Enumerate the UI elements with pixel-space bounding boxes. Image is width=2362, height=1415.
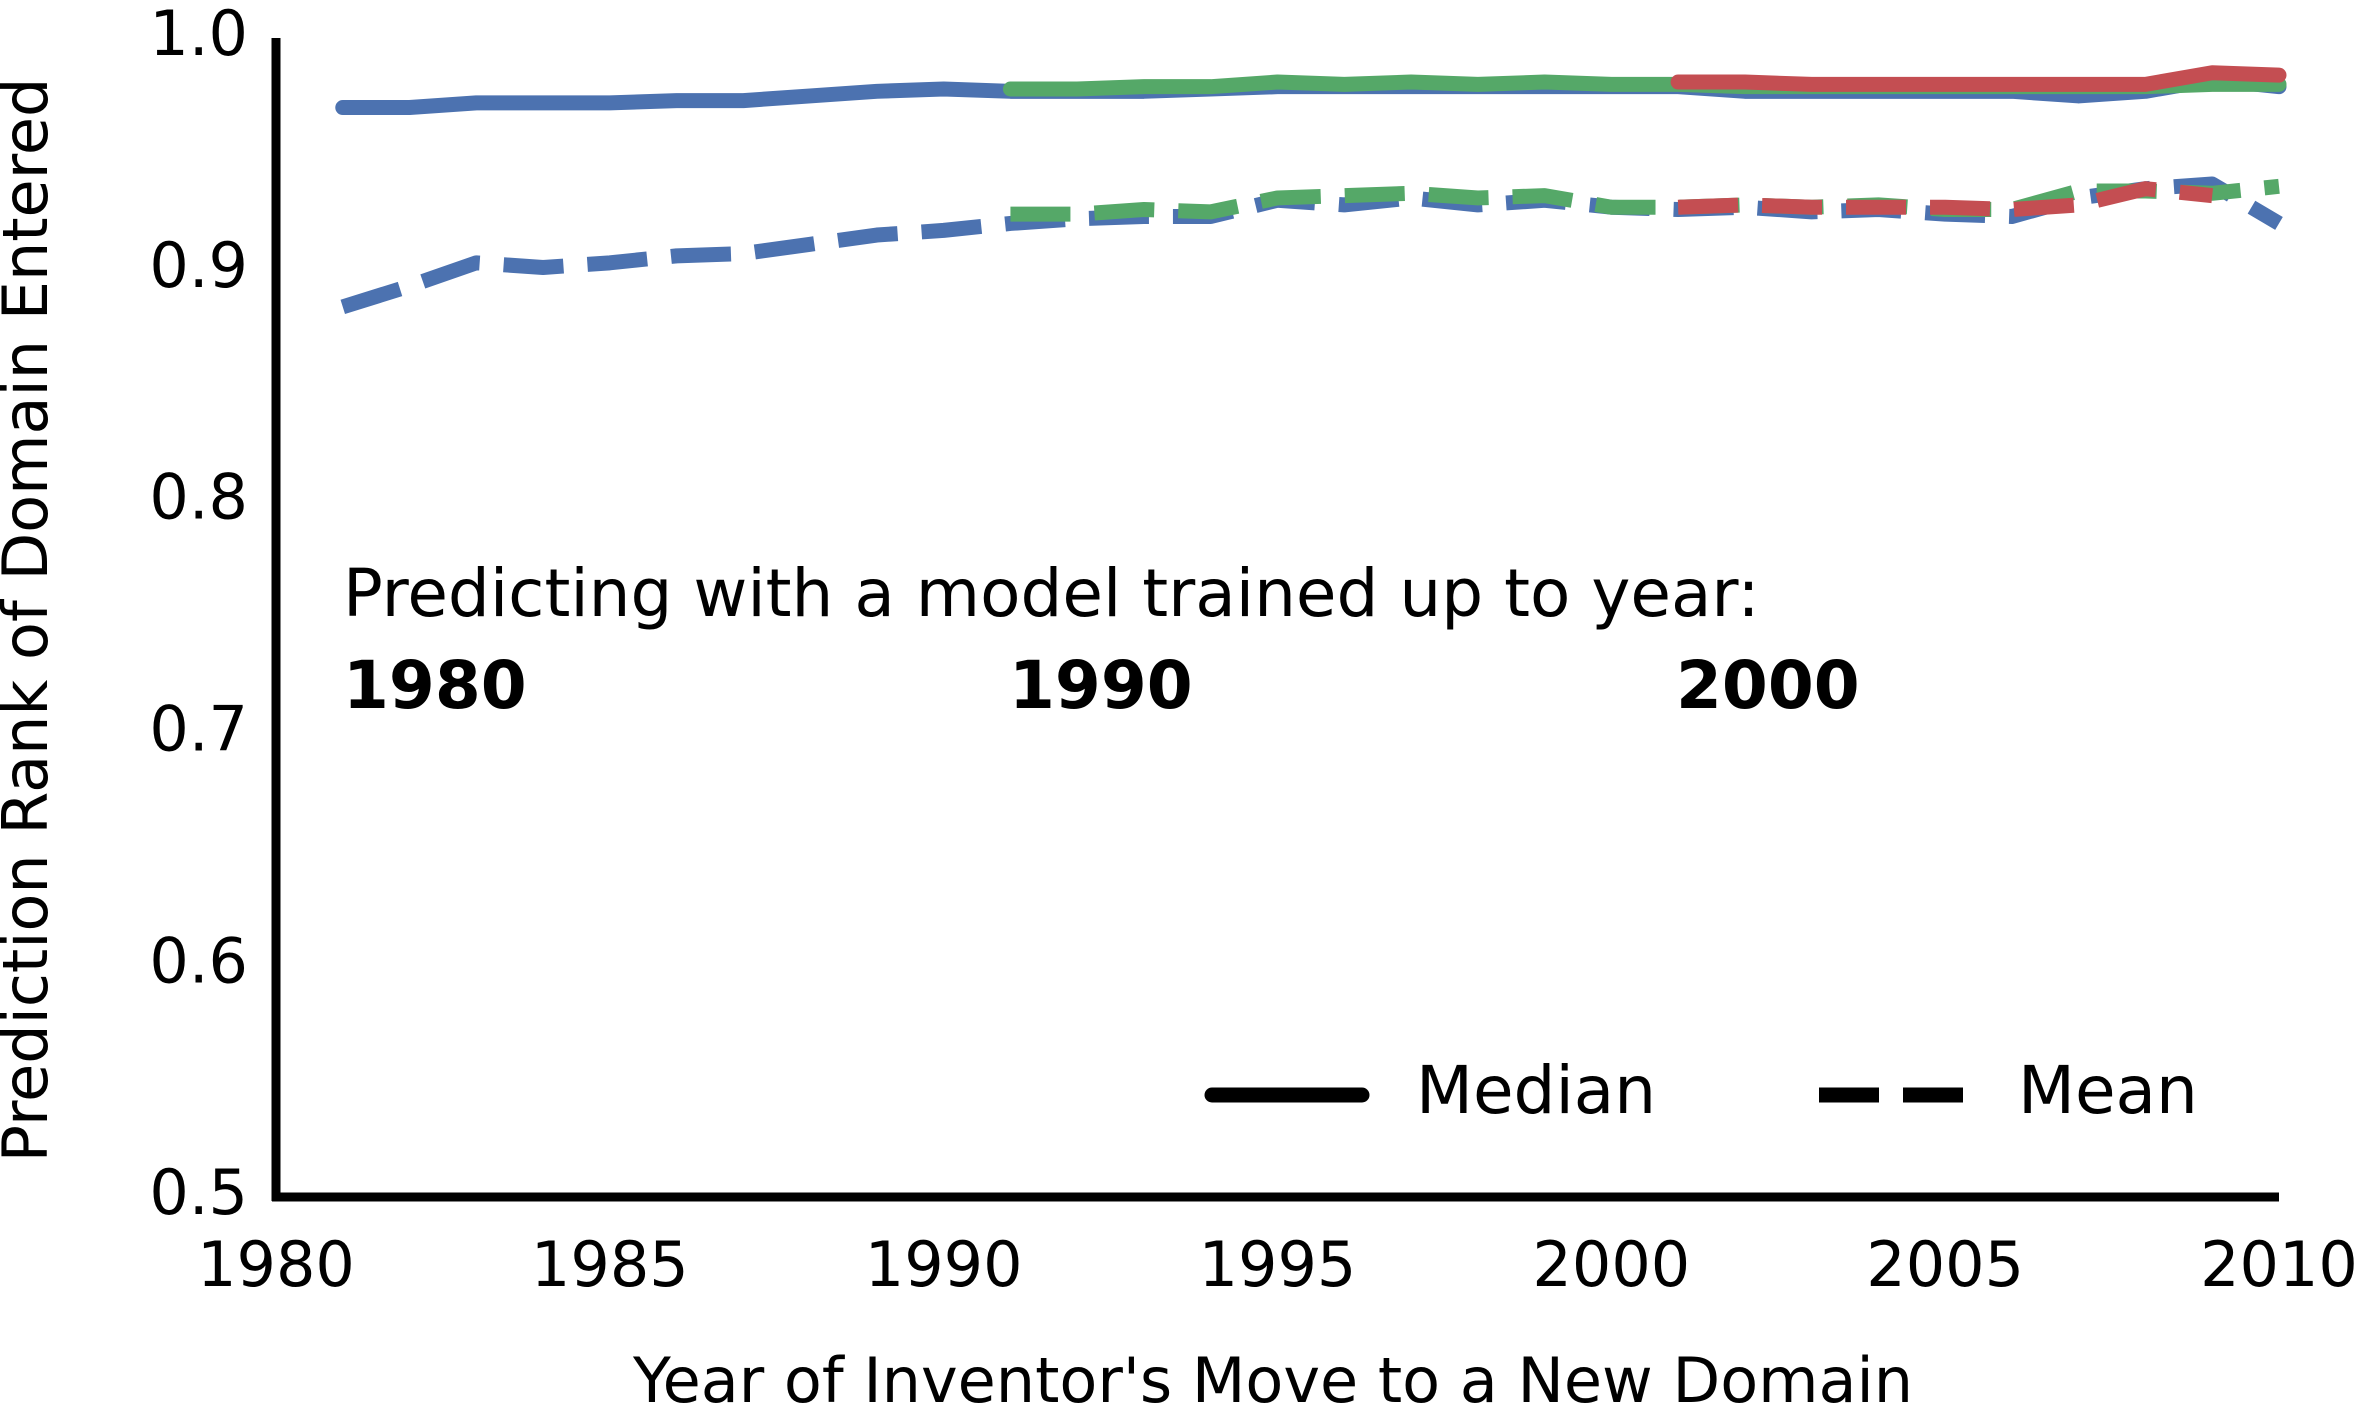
- series-line: [1670, 65, 2287, 92]
- model-label: 2000: [1676, 647, 1860, 724]
- annotation: Predicting with a model trained up to ye…: [343, 555, 1760, 632]
- x-tick-label: 1980: [197, 1228, 355, 1301]
- y-tick-label: 0.7: [149, 692, 248, 765]
- x-tick-label: 2010: [2200, 1228, 2358, 1301]
- y-tick-label: 0.8: [149, 461, 248, 534]
- legend-label: Mean: [2018, 1052, 2198, 1129]
- legend-label: Median: [1416, 1052, 1656, 1129]
- model-label: 1990: [1009, 647, 1193, 724]
- y-tick-label: 0.6: [149, 924, 248, 997]
- x-axis-label: Year of Inventor's Move to a New Domain: [632, 1344, 1913, 1415]
- series-line: [1677, 181, 2214, 218]
- series-line: [1010, 178, 2280, 222]
- y-tick-label: 0.5: [149, 1156, 248, 1229]
- x-tick-label: 2005: [1866, 1228, 2024, 1301]
- y-axis-label: Prediction Rank of Domain Entered: [0, 78, 62, 1163]
- x-tick-label: 1995: [1199, 1228, 1357, 1301]
- model-label: 1980: [343, 647, 527, 724]
- x-tick-label: 1990: [865, 1228, 1023, 1301]
- x-tick-label: 1985: [531, 1228, 689, 1301]
- y-tick-label: 1.0: [149, 0, 248, 70]
- x-tick-label: 2000: [1532, 1228, 1690, 1301]
- y-tick-label: 0.9: [149, 229, 248, 302]
